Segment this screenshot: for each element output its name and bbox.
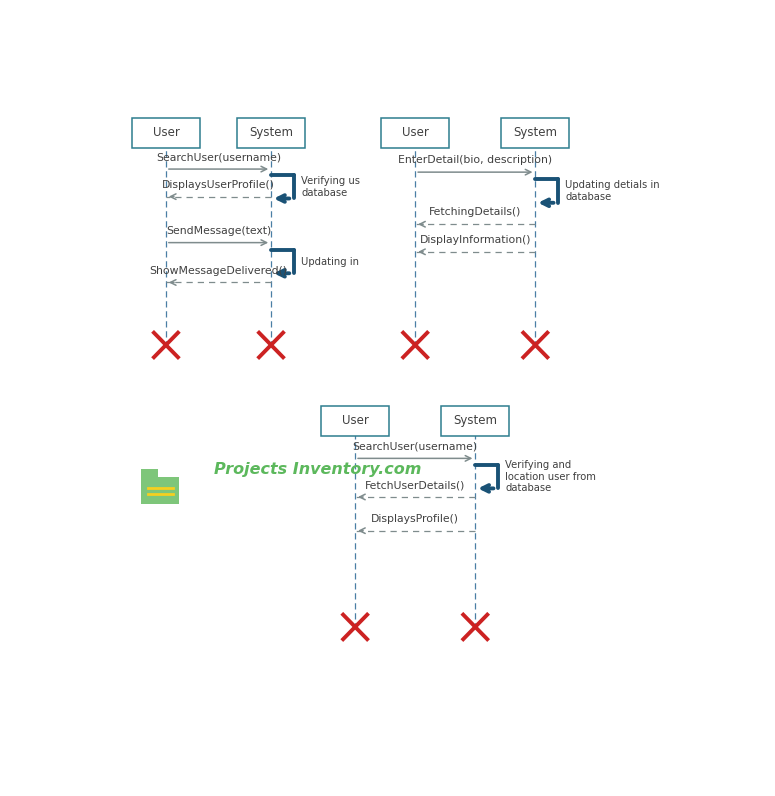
Text: Verifying us
database: Verifying us database [301, 176, 360, 197]
Text: FetchUserDetails(): FetchUserDetails() [365, 480, 466, 490]
Text: SearchUser(username): SearchUser(username) [353, 442, 477, 451]
Text: User: User [153, 127, 179, 139]
Text: SendMessage(text): SendMessage(text) [166, 226, 271, 236]
Text: User: User [401, 127, 429, 139]
Text: System: System [249, 127, 293, 139]
FancyBboxPatch shape [381, 118, 450, 148]
Text: Projects Inventory.com: Projects Inventory.com [214, 462, 422, 477]
Text: DisplaysUserProfile(): DisplaysUserProfile() [162, 180, 275, 190]
FancyBboxPatch shape [132, 118, 200, 148]
Text: Verifying and
location user from
database: Verifying and location user from databas… [505, 460, 596, 494]
Text: FetchingDetails(): FetchingDetails() [429, 208, 522, 217]
Text: ShowMessageDelivered(): ShowMessageDelivered() [150, 266, 288, 275]
FancyBboxPatch shape [141, 478, 179, 504]
FancyBboxPatch shape [141, 469, 157, 479]
Text: System: System [453, 415, 498, 427]
Text: User: User [342, 415, 369, 427]
FancyBboxPatch shape [501, 118, 570, 148]
Text: SearchUser(username): SearchUser(username) [156, 152, 281, 162]
Text: EnterDetail(bio, description): EnterDetail(bio, description) [398, 155, 553, 166]
FancyBboxPatch shape [321, 406, 389, 436]
FancyBboxPatch shape [441, 406, 509, 436]
FancyBboxPatch shape [237, 118, 305, 148]
Text: Updating in: Updating in [301, 256, 359, 267]
Text: DisplayInformation(): DisplayInformation() [419, 235, 531, 245]
Text: System: System [513, 127, 557, 139]
Text: DisplaysProfile(): DisplaysProfile() [371, 514, 460, 524]
Text: Updating detials in
database: Updating detials in database [565, 181, 660, 202]
